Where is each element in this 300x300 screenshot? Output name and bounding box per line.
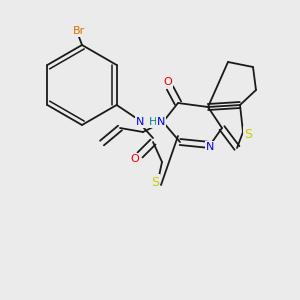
Text: N: N <box>206 142 214 152</box>
Text: O: O <box>130 154 140 164</box>
Text: O: O <box>164 77 172 87</box>
Text: H: H <box>149 117 157 127</box>
Text: S: S <box>244 128 252 140</box>
Text: Br: Br <box>73 26 85 36</box>
Text: N: N <box>157 117 165 127</box>
Text: N: N <box>136 117 144 127</box>
Text: S: S <box>151 176 159 188</box>
